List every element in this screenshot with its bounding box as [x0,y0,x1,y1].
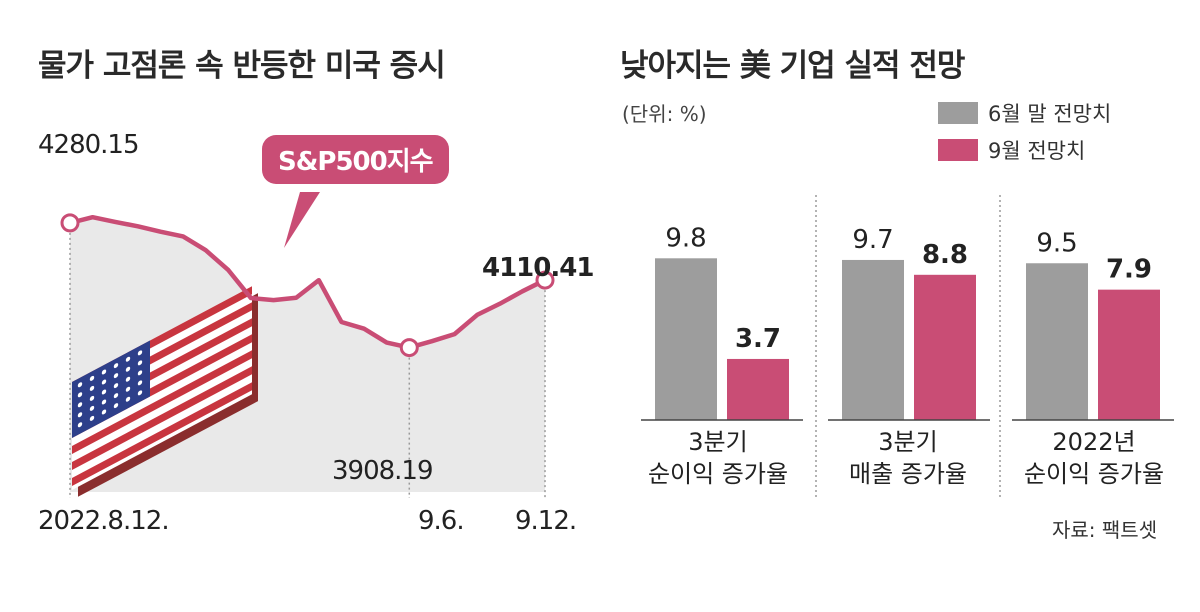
bar-june-2 [842,259,904,420]
callout-pointer [284,192,320,248]
category-3-line-1: 2022년 [1052,428,1136,456]
value-label-june-2: 9.7 [852,225,893,255]
flag-star [137,350,143,356]
legend-june-swatch [938,102,978,124]
flag-star [77,392,83,398]
category-label-3: 2022년 순이익 증가율 [1004,426,1184,490]
low-point [399,338,419,358]
bar-chart-title: 낮아지는 美 기업 실적 전망 [620,48,965,84]
bar-september-2 [914,274,976,420]
flag-star [89,415,95,421]
flag-star [125,396,131,402]
source-label: 자료: 팩트셋 [1052,518,1158,542]
flag-star [101,389,107,395]
legend-september: 9월 전망치 [938,135,1085,165]
legend-september-swatch [938,139,978,161]
us-flag-icon [72,286,258,497]
flag-star [101,379,107,385]
flag-star [125,356,131,362]
bar-september-1 [727,358,789,420]
flag-star [89,405,95,411]
flag-star [77,412,83,418]
start-point [60,213,80,233]
line-chart-title: 물가 고점론 속 반등한 미국 증시 [38,48,446,84]
flag-canton [72,340,150,438]
value-label-september-3: 7.9 [1106,255,1152,285]
flag-star [113,403,119,409]
category-3-line-2: 순이익 증가율 [1023,460,1165,488]
earnings-bar-chart: 9.8 3.7 9.7 8.8 9.5 7.9 [641,195,1174,500]
flag-star [113,383,119,389]
x-tick-start: 2022.8.12. [38,506,170,536]
flag-star [89,375,95,381]
flag-star [101,399,107,405]
category-1-line-2: 순이익 증가율 [647,460,789,488]
flag-star [101,409,107,415]
bar-september-3 [1098,289,1160,420]
flag-star [89,385,95,391]
flag-stripe [72,366,252,470]
bar-june-1 [655,258,717,420]
start-value-label: 4280.15 [38,130,140,160]
value-label-september-2: 8.8 [922,240,968,270]
flag-star [77,402,83,408]
category-2-line-2: 매출 증가율 [848,460,968,488]
end-value-label: 4110.41 [482,253,594,283]
sp500-callout: S&P500지수 [262,135,449,184]
flag-star [113,393,119,399]
flag-star [101,369,107,375]
flag-stripe [72,350,252,454]
sp500-line [69,214,547,350]
flag-star [137,370,143,376]
legend-june: 6월 말 전망치 [938,98,1111,128]
legend-june-label: 6월 말 전망치 [988,102,1112,126]
x-tick-low: 9.6. [418,506,465,536]
flag-star [113,363,119,369]
bar-june-3 [1026,263,1088,420]
category-label-1: 3분기 순이익 증가율 [628,426,808,490]
flag-star [137,390,143,396]
flag-star [113,373,119,379]
flag-star [125,386,131,392]
category-1-line-1: 3분기 [688,428,748,456]
flag-star [137,380,143,386]
flag-star [77,382,83,388]
flag-star [137,360,143,366]
unit-label: (단위: %) [622,102,707,126]
low-value-label: 3908.19 [332,456,434,486]
value-label-september-1: 3.7 [735,324,781,354]
x-tick-end: 9.12. [515,506,577,536]
flag-star [125,376,131,382]
category-2-line-1: 3분기 [878,428,938,456]
value-label-june-1: 9.8 [665,223,706,253]
flag-star [89,395,95,401]
legend-september-label: 9월 전망치 [988,139,1086,163]
flag-star [125,366,131,372]
sp500-line-chart [60,192,555,498]
flag-stripe [72,382,252,486]
category-label-2: 3분기 매출 증가율 [818,426,998,490]
flag-star [77,422,83,428]
value-label-june-3: 9.5 [1036,228,1077,258]
end-point [535,270,555,290]
